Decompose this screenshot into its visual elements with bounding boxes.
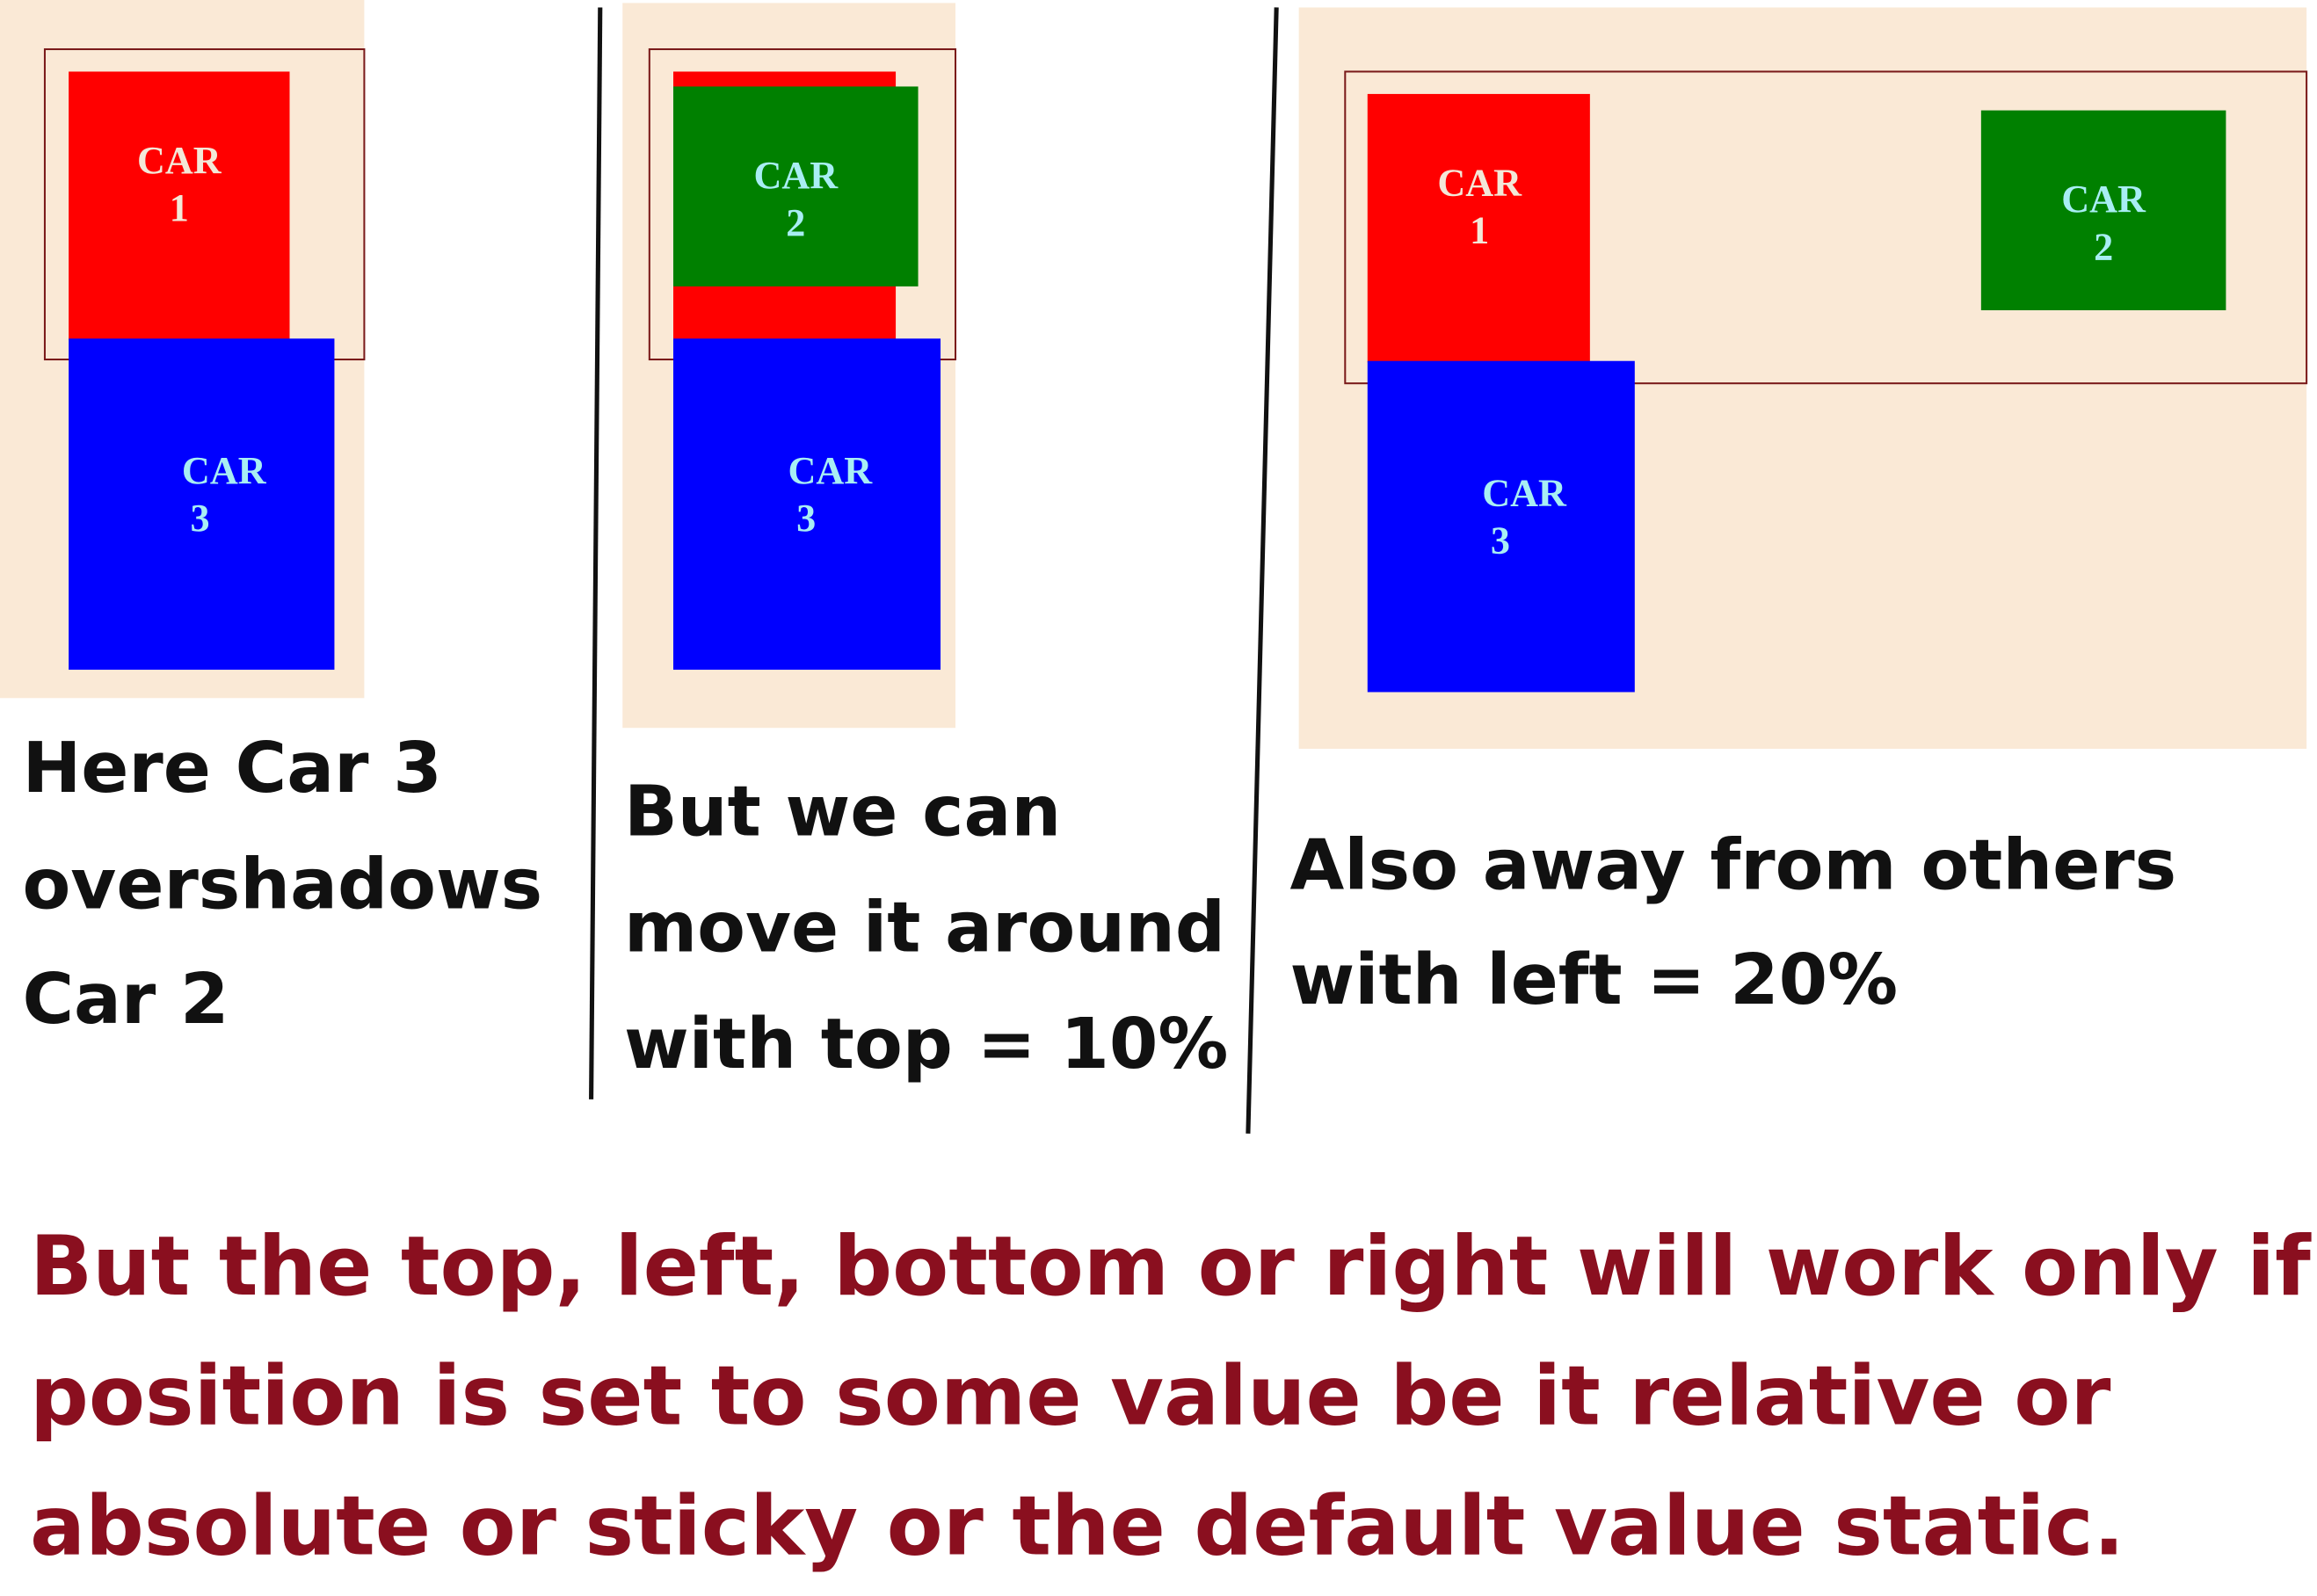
note-line: absolute or sticky or the default value … — [30, 1478, 2125, 1574]
caption: with top = 10% — [624, 1003, 1228, 1085]
caption: Car 2 — [22, 958, 229, 1040]
note-line: position is set to some value be it rela… — [30, 1349, 2110, 1445]
caption: But we can — [624, 770, 1061, 852]
caption: Here Car 3 — [22, 727, 441, 809]
car-2-box — [1980, 110, 2226, 311]
car-label: 2 — [786, 201, 805, 244]
car-label: 2 — [2094, 225, 2113, 268]
car-label: CAR — [137, 139, 222, 182]
car-2-box — [673, 86, 919, 287]
caption: Also away from others — [1289, 823, 2176, 905]
car-label: CAR — [1482, 471, 1567, 514]
divider — [589, 7, 603, 1099]
car-label: 3 — [191, 497, 210, 540]
panel-2: CAR 2 CAR 3 But we can move it around wi… — [622, 3, 1228, 1085]
car-3-box — [1367, 360, 1635, 693]
car-label: CAR — [753, 154, 839, 197]
car-label: CAR — [182, 449, 267, 492]
panel-3: CAR 1 CAR 2 CAR 3 Also away from others … — [1289, 7, 2308, 1020]
car-label: 3 — [1491, 519, 1510, 562]
panel-1: CAR 1 CAR 3 Here Car 3 overshadows Car 2 — [0, 0, 542, 1040]
car-label: 1 — [1470, 209, 1489, 252]
caption: overshadows — [22, 844, 542, 925]
car-label: CAR — [2061, 178, 2146, 221]
caption: with left = 20% — [1289, 939, 1898, 1020]
car-label: 1 — [170, 186, 189, 229]
note-line: But the top, left, bottom or right will … — [30, 1219, 2312, 1315]
car-3-box — [69, 338, 335, 671]
divider — [1246, 7, 1279, 1134]
car-label: CAR — [788, 449, 874, 492]
note: But the top, left, bottom or right will … — [30, 1219, 2312, 1574]
car-label: 3 — [796, 497, 816, 540]
container-outline — [1344, 70, 2308, 385]
caption: move it around — [624, 887, 1225, 968]
car-1-box — [69, 71, 290, 340]
car-3-box — [673, 338, 941, 671]
car-label: CAR — [1437, 161, 1522, 204]
car-1-box — [1367, 93, 1590, 363]
